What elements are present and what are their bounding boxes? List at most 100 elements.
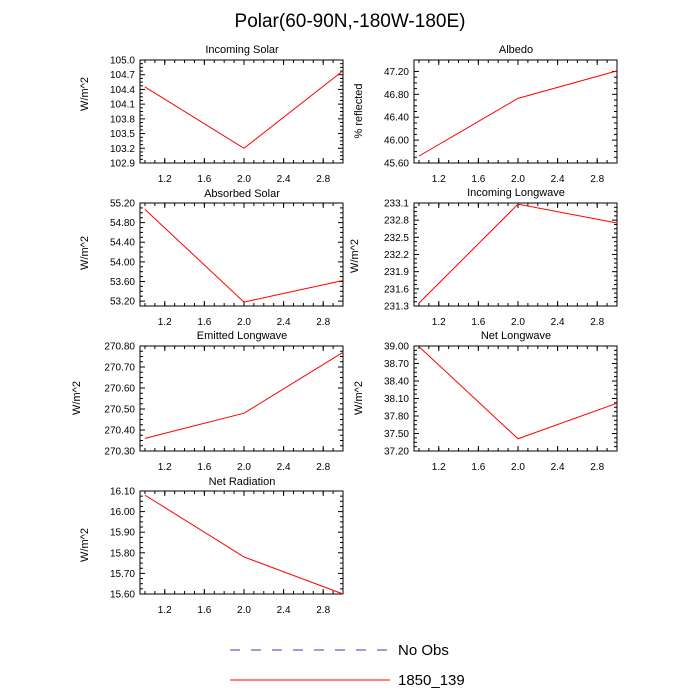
x-tick-label: 1.2 [158,317,172,328]
y-tick-label: 38.40 [384,377,409,388]
series-line [144,209,344,303]
panel-incoming-longwave: Incoming Longwave W/m^2 231.3 231.6 231.9 2… [349,187,618,328]
panel-title: Net Radiation [209,476,276,488]
y-tick-label: 232.2 [384,250,409,261]
y-tick-label: 231.3 [384,302,409,313]
x-tick-label: 1.6 [197,317,211,328]
y-tick-label: 16.00 [110,507,135,518]
y-tick-label: 103.2 [110,144,135,155]
x-tick-label: 2.0 [511,462,525,473]
plot-area: 53.20 53.60 54.00 54.40 54.80 55.20 1.2 1.6 2.0 2… [110,199,344,328]
figure-title: Polar(60-90N,-180W-180E) [235,11,466,32]
series-line [418,70,618,157]
x-tick-label: 2.8 [316,174,330,185]
y-tick-label: 37.80 [384,412,409,423]
x-tick-label: 2.4 [277,174,291,185]
x-tick-label: 2.0 [511,174,525,185]
panel-title: Albedo [499,44,533,56]
y-axis-label: W/m^2 [71,381,83,415]
x-tick-label: 2.8 [590,174,604,185]
legend: No Obs 1850_139 [230,642,465,689]
y-tick-label: 38.10 [384,394,409,405]
plot-frame [139,202,344,307]
x-tick-label: 1.6 [471,462,485,473]
x-tick-label: 2.8 [316,462,330,473]
y-axis-label: W/m^2 [79,528,91,562]
y-tick-label: 46.00 [384,136,409,147]
y-tick-label: 103.8 [110,114,135,125]
x-tick-label: 2.8 [590,317,604,328]
y-tick-label: 15.90 [110,528,135,539]
y-axis-label: W/m^2 [349,239,361,273]
y-tick-label: 232.8 [384,216,409,227]
plot-frame [413,345,618,452]
x-tick-label: 2.0 [237,174,251,185]
series-line [144,494,344,595]
plot-frame [139,490,344,595]
x-tick-label: 1.2 [432,317,446,328]
y-tick-label: 55.20 [110,199,135,210]
panel-emitted-longwave: Emitted Longwave W/m^2 270.30 270.40 270.5… [71,330,344,473]
y-tick-label: 104.1 [110,100,135,111]
y-tick-label: 103.5 [110,129,135,140]
x-tick-label: 2.4 [551,317,565,328]
x-tick-label: 1.6 [197,174,211,185]
x-tick-label: 2.4 [277,317,291,328]
x-tick-label: 1.2 [432,462,446,473]
x-tick-label: 2.8 [316,605,330,616]
y-tick-label: 37.50 [384,429,409,440]
y-tick-label: 270.80 [104,342,135,353]
x-tick-label: 1.6 [471,317,485,328]
plot-area: 45.60 46.00 46.40 46.80 47.20 1.2 1.6 2.0 2.4 2.8 [384,59,618,185]
x-tick-label: 2.0 [237,605,251,616]
legend-label-no-obs: No Obs [398,642,449,659]
panel-title: Absorbed Solar [204,188,280,200]
panel-incoming-solar: Incoming Solar W/m^2 102.9 103.2 103.5 103.… [79,44,344,185]
y-tick-label: 15.80 [110,548,135,559]
plot-area: 231.3 231.6 231.9 232.2 232.5 232.8 233.1 1.2 1.… [384,199,618,328]
y-tick-label: 45.60 [384,159,409,170]
x-tick-label: 2.0 [511,317,525,328]
plot-area: 15.60 15.70 15.80 15.90 16.00 16.10 1.2 1.6 2.0 2… [110,487,344,616]
panel-title: Emitted Longwave [197,330,288,342]
x-tick-label: 1.2 [158,174,172,185]
y-axis-label: W/m^2 [79,236,91,270]
y-tick-label: 54.00 [110,257,135,268]
y-axis-label: W/m^2 [79,77,91,111]
x-tick-label: 1.6 [197,605,211,616]
panel-title: Incoming Solar [205,44,279,56]
x-tick-label: 1.2 [158,605,172,616]
y-tick-label: 105.0 [110,56,135,67]
plot-frame [139,345,344,452]
y-tick-label: 46.80 [384,90,409,101]
panel-title: Incoming Longwave [467,187,565,199]
plot-area: 102.9 103.2 103.5 103.8 104.1 104.4 104.7 105.0… [110,56,344,185]
y-tick-label: 16.10 [110,487,135,498]
y-axis-label: W/m^2 [353,381,365,415]
y-tick-label: 270.30 [104,447,135,458]
x-tick-label: 2.4 [551,174,565,185]
plot-area: 37.20 37.50 37.80 38.10 38.40 38.70 39.00 1.2 1.… [384,342,618,473]
x-tick-label: 2.0 [237,462,251,473]
y-tick-label: 54.40 [110,238,135,249]
series-line [144,351,344,439]
y-tick-label: 54.80 [110,218,135,229]
x-tick-label: 2.4 [277,462,291,473]
y-tick-label: 231.9 [384,267,409,278]
x-tick-label: 1.2 [432,174,446,185]
y-tick-label: 38.70 [384,359,409,370]
y-tick-label: 270.70 [104,363,135,374]
plot-frame [413,59,618,164]
y-tick-label: 270.60 [104,384,135,395]
y-tick-label: 104.7 [110,70,135,81]
y-axis-label: % reflected [353,83,365,138]
y-tick-label: 231.6 [384,284,409,295]
y-tick-label: 39.00 [384,342,409,353]
series-line [418,346,618,440]
x-tick-label: 2.4 [551,462,565,473]
y-tick-label: 270.50 [104,405,135,416]
panel-title: Net Longwave [481,330,551,342]
legend-label-1850-139: 1850_139 [398,672,465,689]
y-tick-label: 46.40 [384,113,409,124]
